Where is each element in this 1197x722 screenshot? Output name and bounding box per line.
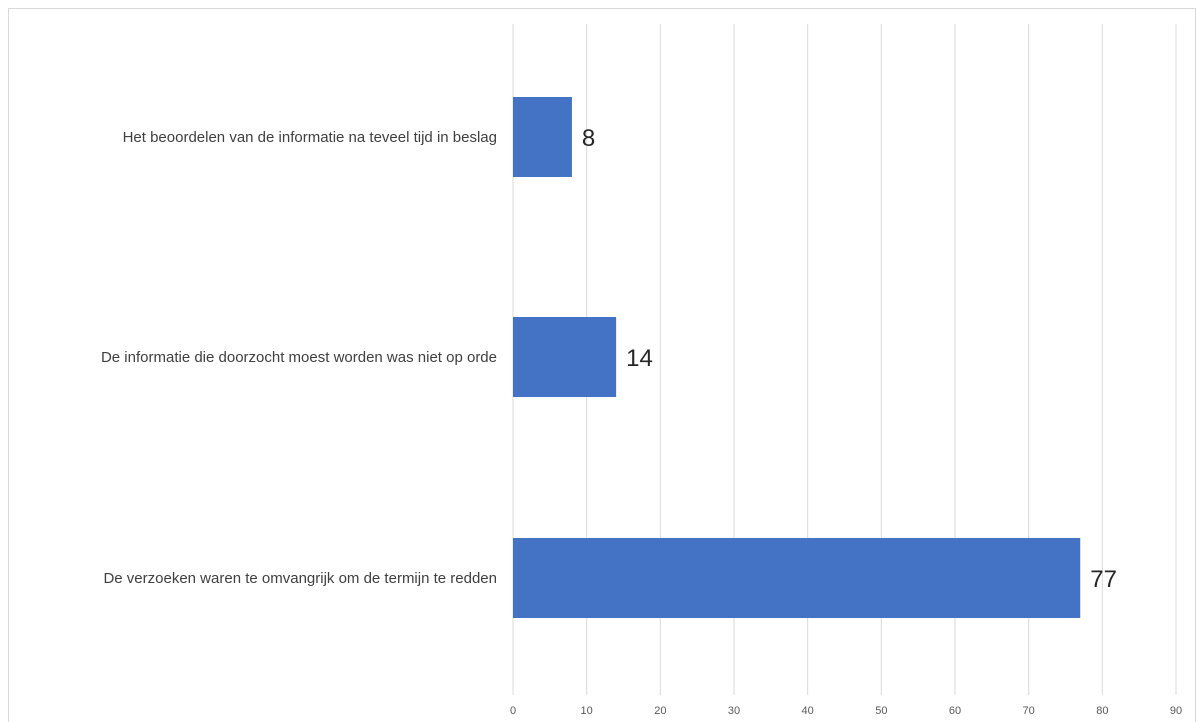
data-label: 14 xyxy=(626,345,653,372)
x-tick-label: 70 xyxy=(1023,705,1035,717)
x-tick-label: 30 xyxy=(728,705,740,717)
x-tick-label: 40 xyxy=(802,705,814,717)
x-tick-label: 50 xyxy=(875,705,887,717)
category-label: De informatie die doorzocht moest worden… xyxy=(101,349,497,366)
x-tick-label: 10 xyxy=(581,705,593,717)
bar-2 xyxy=(513,317,617,397)
bar-1 xyxy=(513,97,572,177)
category-label: Het beoordelen van de informatie na teve… xyxy=(123,129,497,146)
data-label: 77 xyxy=(1090,566,1117,593)
bars-group xyxy=(513,97,1081,618)
bar-3 xyxy=(513,538,1081,618)
category-labels: Het beoordelen van de informatie na teve… xyxy=(101,129,497,587)
x-tick-label: 80 xyxy=(1096,705,1108,717)
data-labels: 8 14 77 xyxy=(582,125,1117,593)
x-tick-label: 90 xyxy=(1170,705,1182,717)
x-tick-label: 60 xyxy=(949,705,961,717)
x-tick-labels: 0 10 20 30 40 50 60 70 80 90 xyxy=(510,705,1182,717)
category-label: De verzoeken waren te omvangrijk om de t… xyxy=(103,570,497,587)
x-tick-label: 0 xyxy=(510,705,516,717)
data-label: 8 xyxy=(582,125,595,152)
x-tick-label: 20 xyxy=(654,705,666,717)
